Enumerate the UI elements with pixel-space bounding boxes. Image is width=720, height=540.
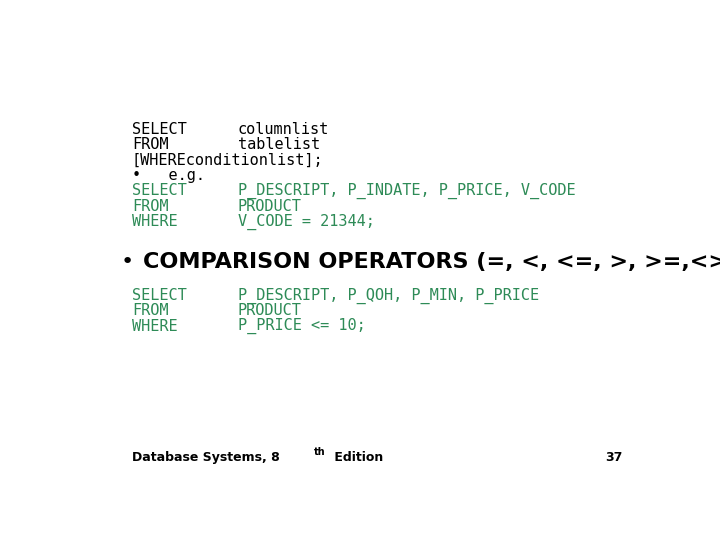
Text: WHERE: WHERE xyxy=(132,319,177,334)
Text: SELECT: SELECT xyxy=(132,183,186,198)
Text: FROM: FROM xyxy=(132,137,168,152)
Text: FROM: FROM xyxy=(132,303,168,319)
Text: Database Systems, 8: Database Systems, 8 xyxy=(132,451,279,464)
Text: tablelist: tablelist xyxy=(238,137,320,152)
Text: Edition: Edition xyxy=(330,451,384,464)
Text: •   e.g.: • e.g. xyxy=(132,168,205,183)
Text: WHERE: WHERE xyxy=(132,214,177,229)
Text: FROM: FROM xyxy=(132,199,168,214)
Text: P_DESCRIPT, P_QOH, P_MIN, P_PRICE: P_DESCRIPT, P_QOH, P_MIN, P_PRICE xyxy=(238,287,539,303)
Text: SELECT: SELECT xyxy=(132,122,186,137)
Text: 37: 37 xyxy=(606,451,623,464)
Text: th: th xyxy=(314,447,325,457)
Text: PRODUCT: PRODUCT xyxy=(238,199,302,214)
Text: SELECT: SELECT xyxy=(132,288,186,303)
Text: [WHEREconditionlist];: [WHEREconditionlist]; xyxy=(132,152,323,167)
Text: •: • xyxy=(121,252,134,272)
Text: PRODUCT: PRODUCT xyxy=(238,303,302,319)
Text: COMPARISON OPERATORS (=, <, <=, >, >=,<> or !=): COMPARISON OPERATORS (=, <, <=, >, >=,<>… xyxy=(143,252,720,272)
Text: P_DESCRIPT, P_INDATE, P_PRICE, V_CODE: P_DESCRIPT, P_INDATE, P_PRICE, V_CODE xyxy=(238,183,575,199)
Text: V_CODE = 21344;: V_CODE = 21344; xyxy=(238,213,374,230)
Text: P_PRICE <= 10;: P_PRICE <= 10; xyxy=(238,318,366,334)
Text: columnlist: columnlist xyxy=(238,122,329,137)
